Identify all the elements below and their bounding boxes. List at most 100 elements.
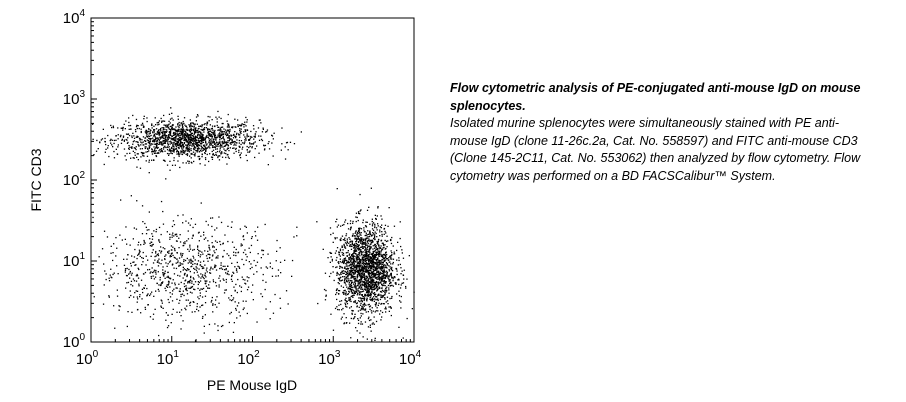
data-point: [215, 145, 217, 147]
data-point: [173, 247, 176, 250]
data-point: [208, 145, 210, 147]
data-point: [379, 231, 381, 233]
data-point: [363, 256, 366, 258]
data-point: [268, 141, 270, 143]
data-point: [171, 127, 173, 129]
data-point: [214, 323, 216, 325]
data-point: [378, 246, 380, 248]
data-point: [358, 290, 360, 292]
data-point: [103, 230, 106, 232]
data-point: [393, 225, 396, 227]
data-point: [296, 235, 298, 237]
data-point: [362, 238, 365, 240]
data-point: [156, 131, 159, 133]
data-point: [363, 258, 365, 261]
data-point: [336, 266, 338, 268]
data-point: [164, 270, 166, 272]
data-point: [153, 159, 155, 161]
data-point: [384, 281, 386, 283]
data-point: [346, 255, 348, 257]
data-point: [368, 206, 370, 208]
data-point: [188, 139, 190, 141]
data-point: [179, 290, 181, 293]
data-point: [139, 296, 141, 298]
data-point: [370, 234, 373, 236]
data-point: [156, 254, 158, 256]
data-point: [360, 321, 362, 323]
data-point: [246, 133, 248, 135]
data-point: [176, 129, 178, 132]
data-point: [354, 247, 356, 249]
data-point: [119, 234, 121, 236]
data-point: [388, 280, 390, 282]
data-point: [340, 318, 342, 320]
data-point: [177, 274, 179, 277]
data-point: [363, 265, 365, 267]
data-point: [175, 130, 177, 132]
data-point: [182, 128, 184, 130]
data-point: [345, 273, 347, 276]
data-point: [374, 337, 376, 339]
data-point: [101, 138, 104, 140]
data-point: [233, 147, 235, 149]
data-point: [183, 242, 185, 244]
data-point: [203, 123, 205, 126]
data-point: [182, 137, 184, 140]
data-point: [130, 128, 132, 130]
data-point: [133, 135, 135, 137]
data-point: [357, 238, 359, 240]
data-point: [179, 137, 181, 139]
data-point: [371, 258, 373, 260]
data-point: [228, 131, 230, 133]
data-point: [361, 237, 363, 239]
data-point: [233, 246, 235, 248]
data-point: [197, 245, 199, 247]
data-point: [158, 284, 160, 286]
data-point: [195, 149, 197, 152]
data-point: [205, 148, 207, 150]
data-point: [202, 144, 205, 146]
data-point: [349, 284, 352, 286]
data-point: [355, 268, 357, 270]
data-point: [373, 289, 375, 291]
data-point: [332, 241, 334, 243]
data-point: [368, 273, 371, 275]
data-point: [343, 239, 346, 241]
data-point: [336, 188, 338, 190]
data-point: [200, 254, 202, 256]
data-point: [216, 121, 218, 123]
data-point: [357, 300, 360, 302]
data-point: [343, 272, 345, 274]
data-point: [373, 273, 375, 275]
data-point: [226, 253, 228, 255]
data-point: [217, 329, 219, 332]
data-point: [356, 245, 358, 247]
data-point: [132, 114, 134, 117]
data-point: [219, 137, 221, 139]
data-point: [167, 276, 170, 279]
data-point: [351, 275, 353, 277]
data-point: [210, 143, 212, 145]
data-point: [391, 277, 393, 279]
data-point: [336, 226, 338, 228]
data-point: [364, 287, 366, 289]
data-point: [224, 265, 226, 267]
data-point: [363, 299, 366, 301]
data-point: [192, 143, 194, 145]
data-point: [146, 287, 148, 290]
data-point: [215, 269, 218, 271]
data-point: [115, 148, 117, 150]
data-point: [220, 152, 222, 154]
data-point: [356, 216, 358, 219]
data-point: [146, 132, 148, 134]
data-point: [138, 253, 140, 255]
data-point: [220, 146, 222, 148]
data-point: [398, 326, 400, 328]
data-point: [373, 275, 375, 278]
data-point: [237, 251, 240, 253]
data-point: [375, 302, 377, 304]
data-point: [340, 225, 342, 227]
data-point: [353, 235, 356, 237]
data-point: [170, 245, 173, 247]
